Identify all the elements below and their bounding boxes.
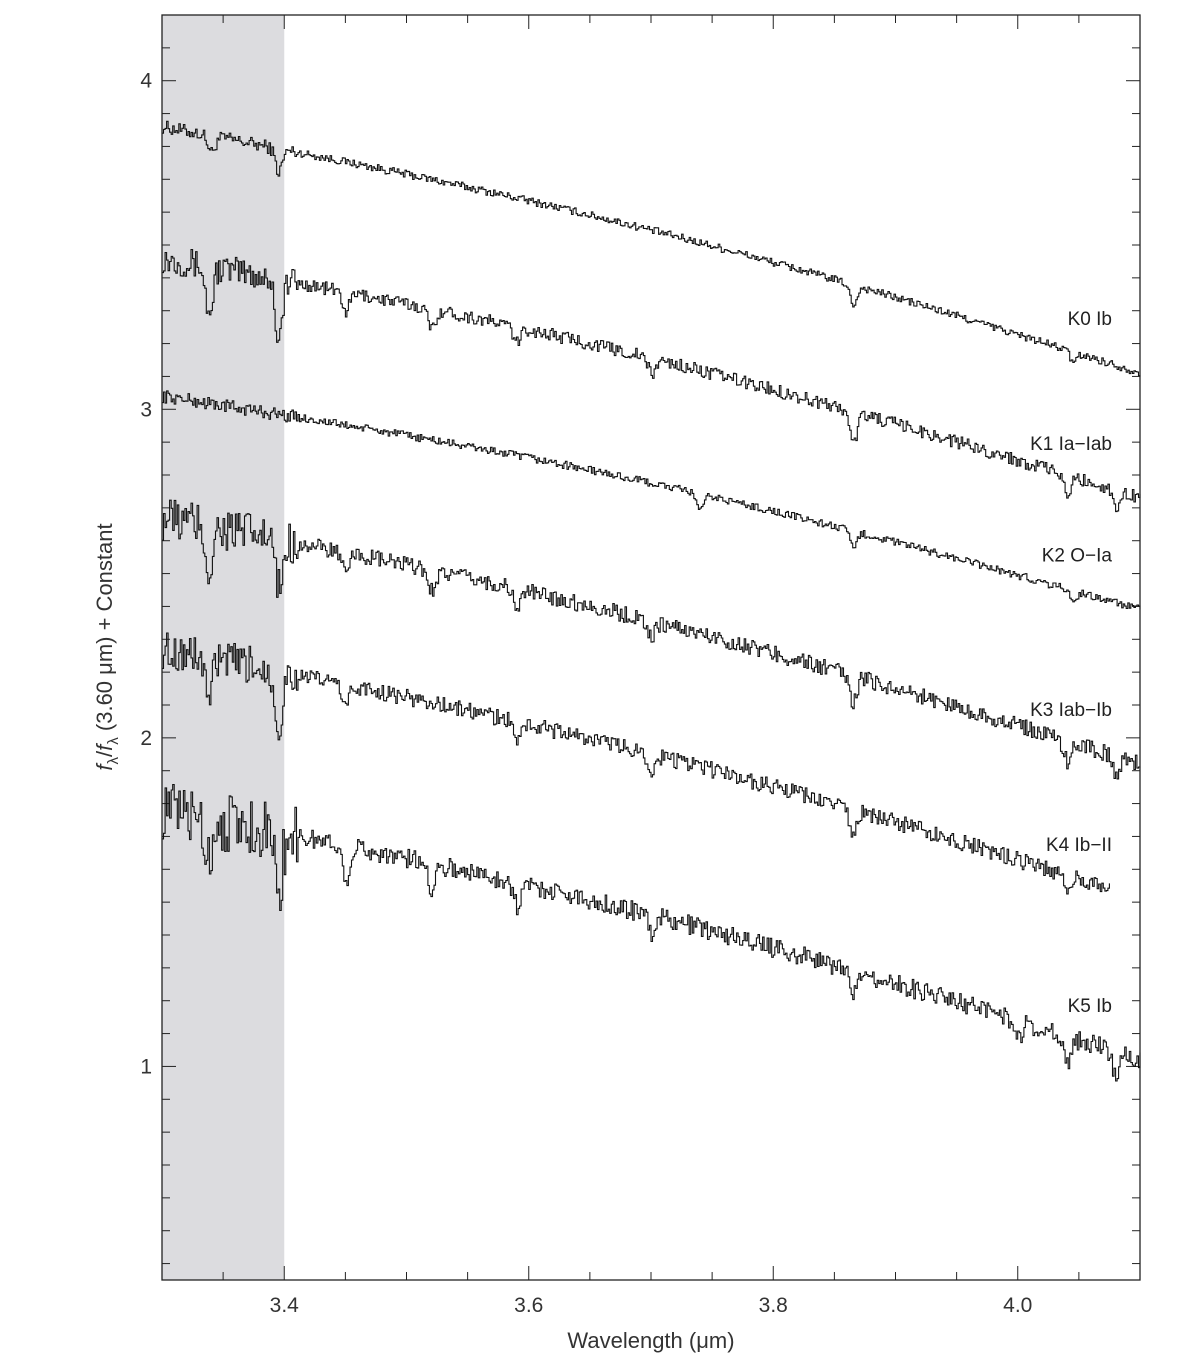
series-line-k0-ib bbox=[162, 120, 1141, 377]
x-tick-labels: 3.4 3.6 3.8 4.0 bbox=[270, 1294, 1033, 1317]
series-label-k3-iab-ib: K3 Iab−Ib bbox=[1030, 700, 1112, 721]
x-tick-label: 4.0 bbox=[1003, 1294, 1032, 1317]
series-lines bbox=[162, 120, 1141, 1082]
series-label-k5-ib: K5 Ib bbox=[1068, 996, 1112, 1017]
x-tick-label: 3.6 bbox=[514, 1294, 543, 1317]
y-tick-labels: 1 2 3 4 bbox=[140, 70, 152, 1079]
x-axis-title: Wavelength (μm) bbox=[567, 1328, 734, 1353]
plot-frame bbox=[161, 14, 1141, 1281]
y-tick-label: 4 bbox=[140, 70, 152, 93]
series-line-k4-ib-ii bbox=[162, 632, 1110, 895]
x-tick-label: 3.8 bbox=[759, 1294, 788, 1317]
y-tick-label: 1 bbox=[140, 1055, 152, 1078]
series-labels: K0 Ib K1 Ia−Iab K2 O−Ia K3 Iab−Ib K4 Ib−II K5… bbox=[1030, 309, 1112, 1017]
series-label-k1-ia-iab: K1 Ia−Iab bbox=[1030, 434, 1112, 455]
minor-ticks bbox=[161, 14, 1141, 1280]
y-tick-label: 3 bbox=[140, 398, 152, 421]
major-ticks bbox=[162, 15, 1140, 1280]
series-label-k4-ib-ii: K4 Ib−II bbox=[1046, 835, 1112, 856]
series-line-k5-ib bbox=[162, 783, 1141, 1082]
y-axis-title: fλ/fλ (3.60 μm) + Constant bbox=[92, 523, 122, 770]
series-line-k3-iab-ib bbox=[162, 499, 1141, 780]
x-tick-label: 3.4 bbox=[270, 1294, 300, 1317]
series-line-k1-ia-iab bbox=[162, 249, 1141, 513]
series-label-k0-ib: K0 Ib bbox=[1068, 309, 1112, 330]
series-line-k2-o-ia bbox=[162, 390, 1141, 610]
y-tick-label: 2 bbox=[140, 727, 152, 750]
series-label-k2-o-ia: K2 O−Ia bbox=[1042, 546, 1113, 567]
